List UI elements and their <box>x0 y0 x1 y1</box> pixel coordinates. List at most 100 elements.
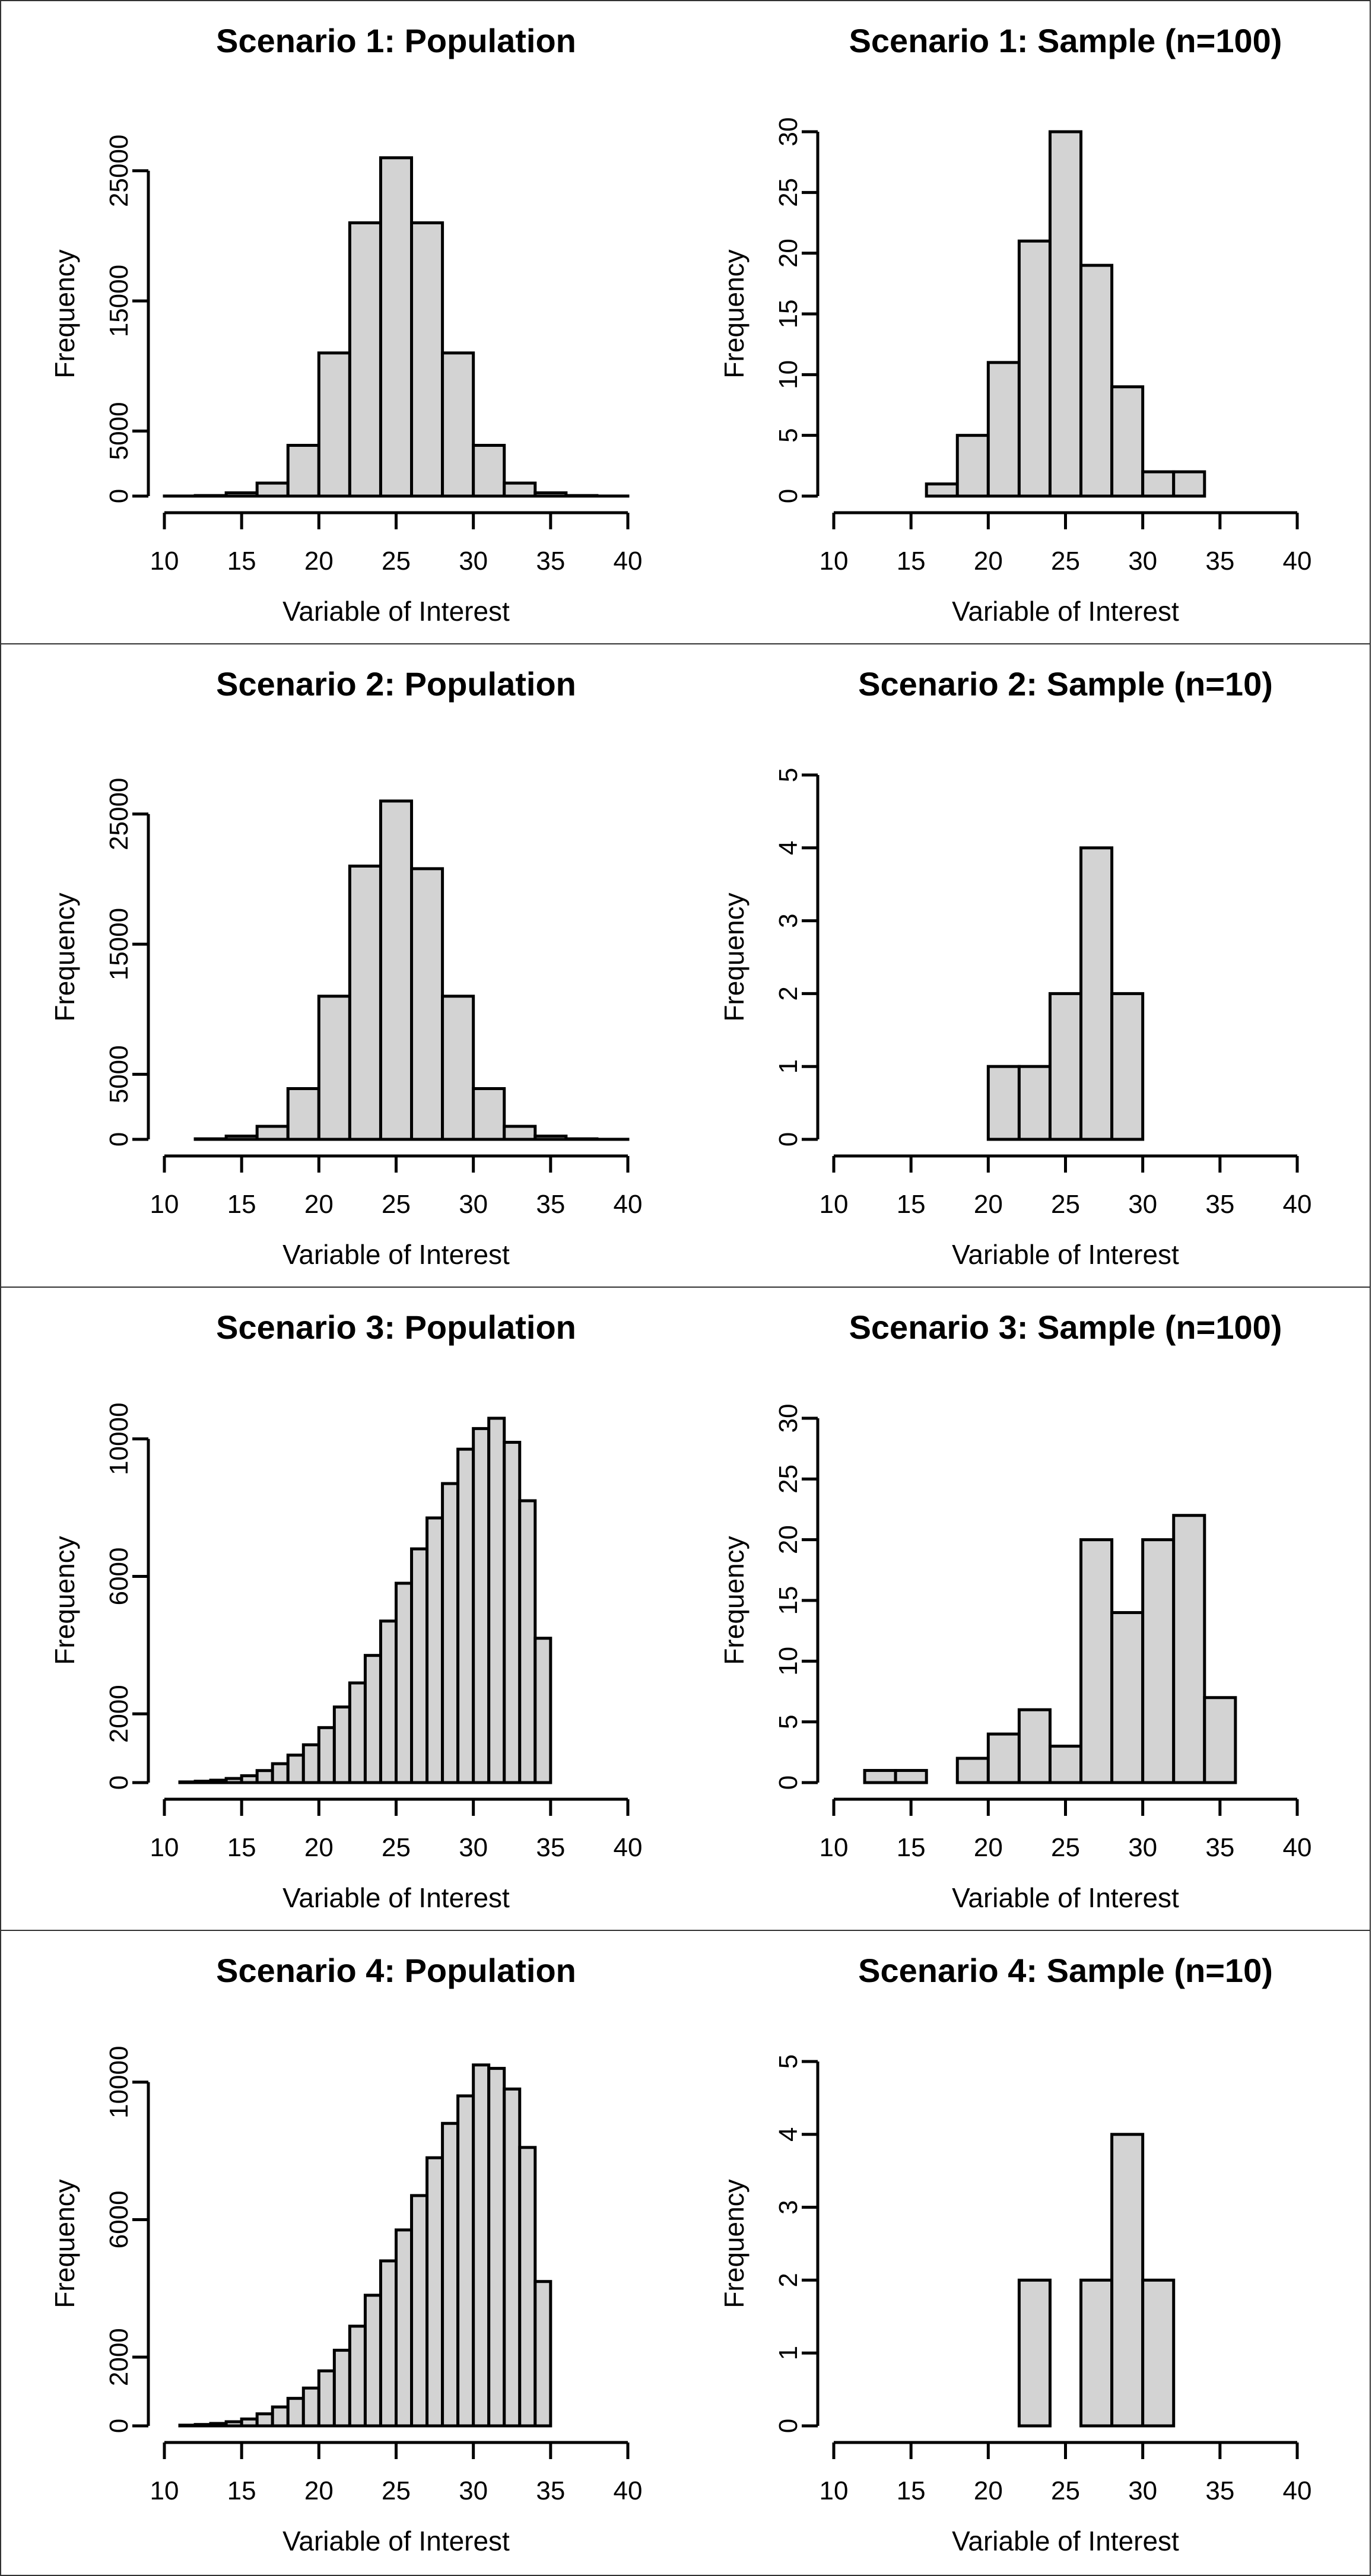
x-tick-label: 15 <box>897 1833 926 1862</box>
bars <box>925 130 1206 498</box>
histogram-bar <box>456 2094 475 2428</box>
x-tick-label: 30 <box>459 2476 488 2505</box>
y-tick-label: 15 <box>774 1586 803 1615</box>
y-axis: 0 5000 15000 25000 <box>104 778 150 1146</box>
histogram-bar <box>379 2259 398 2428</box>
x-axis-title: Variable of Interest <box>282 2526 510 2556</box>
x-axis-title: Variable of Interest <box>282 1882 510 1913</box>
bars <box>163 156 630 498</box>
y-tick-label: 15000 <box>104 908 134 980</box>
histogram-bar <box>894 1769 928 1784</box>
histogram-bar <box>1017 1708 1052 1784</box>
histogram-bar <box>1110 1611 1145 1784</box>
y-tick-label: 3 <box>774 913 803 928</box>
y-axis: 0 2000 6000 10000 <box>104 2046 150 2433</box>
y-tick-label: 20 <box>774 239 803 268</box>
histogram-bar <box>224 2420 243 2428</box>
x-axis: 10 15 20 25 30 35 40 <box>820 1797 1311 1862</box>
x-tick-label: 30 <box>1128 1833 1157 1862</box>
histogram-bar <box>410 221 444 498</box>
scenario-2-panel <box>0 643 1371 1288</box>
y-tick-label: 0 <box>104 1775 134 1790</box>
y-tick-label: 2 <box>774 986 803 1000</box>
x-tick-label: 10 <box>150 2476 179 2505</box>
x-tick-label: 25 <box>1051 1190 1080 1219</box>
histogram-bar <box>1141 470 1176 498</box>
histogram-bar <box>503 1441 522 1784</box>
y-axis-title: Frequency <box>49 892 80 1021</box>
y-axis-title: Frequency <box>719 1536 749 1665</box>
x-tick-label: 35 <box>536 547 565 576</box>
bars <box>863 1514 1237 1784</box>
x-tick-label: 15 <box>897 2476 926 2505</box>
x-tick-label: 25 <box>1051 1833 1080 1862</box>
histogram-bar <box>395 1581 414 1784</box>
y-tick-label: 2 <box>774 2273 803 2287</box>
histogram-bar <box>240 2417 259 2428</box>
histogram-bar <box>472 2063 491 2428</box>
histogram-bar <box>986 361 1021 498</box>
x-tick-label: 35 <box>1205 2476 1234 2505</box>
histogram-bar <box>518 2146 537 2428</box>
y-tick-label: 5 <box>774 428 803 442</box>
y-tick-label: 15000 <box>104 265 134 337</box>
histogram-bar <box>395 2228 414 2428</box>
x-tick-label: 25 <box>1051 2476 1080 2505</box>
x-tick-label: 35 <box>536 1833 565 1862</box>
histogram-bar <box>533 1135 568 1141</box>
y-tick-label: 0 <box>104 489 134 503</box>
histogram-bar <box>379 1619 398 1784</box>
histogram-bar <box>193 494 228 498</box>
histogram-bar <box>425 1516 444 1784</box>
y-tick-label: 0 <box>774 1775 803 1790</box>
histogram-bar <box>1110 992 1145 1141</box>
histogram-bar <box>286 1754 305 1784</box>
x-tick-label: 20 <box>304 2476 334 2505</box>
histogram-bar <box>487 2067 506 2428</box>
histogram-bar <box>317 1726 336 1784</box>
histogram-bar <box>441 995 475 1141</box>
x-tick-label: 10 <box>820 1833 849 1862</box>
chart-title: Scenario 4: Population <box>216 1952 576 1989</box>
histogram-bar <box>1172 1514 1206 1784</box>
histogram-bar <box>286 2397 305 2428</box>
histogram-bar <box>472 1427 491 1784</box>
histogram-bar <box>503 2087 522 2428</box>
y-axis-title: Frequency <box>49 249 80 378</box>
histogram-bar <box>332 1705 351 1784</box>
x-tick-label: 40 <box>1283 2476 1312 2505</box>
y-tick-label: 2000 <box>104 1685 134 1743</box>
x-tick-label: 30 <box>1128 547 1157 576</box>
histogram-bar <box>317 995 351 1141</box>
histogram-bar <box>255 481 290 498</box>
y-tick-label: 25000 <box>104 778 134 850</box>
y-tick-label: 1 <box>774 2346 803 2360</box>
x-axis: 10 15 20 25 30 35 40 <box>820 1154 1311 1219</box>
histogram-bar <box>1203 1696 1237 1784</box>
y-axis-title: Frequency <box>49 2179 80 2308</box>
chart-title: Scenario 4: Sample (n=10) <box>858 1952 1273 1989</box>
y-tick-label: 5 <box>774 768 803 782</box>
histogram-bar <box>1079 846 1114 1141</box>
histogram-bar <box>348 2324 367 2428</box>
x-tick-label: 30 <box>459 1190 488 1219</box>
y-axis-title: Frequency <box>719 2179 749 2308</box>
x-tick-label: 25 <box>382 547 411 576</box>
histogram-bar <box>1141 2278 1176 2428</box>
y-tick-label: 1 <box>774 1059 803 1073</box>
x-tick-label: 35 <box>536 2476 565 2505</box>
histogram-bar <box>518 1499 537 1784</box>
histogram-bar <box>986 1732 1021 1784</box>
histogram-bar <box>472 443 506 498</box>
chart-panel-1: Scenario 1: Population 10 15 20 25 30 35 40 Vari… <box>49 22 642 627</box>
histogram-bar <box>209 2422 228 2428</box>
histogram-bar <box>503 481 537 498</box>
x-tick-label: 40 <box>614 1833 643 1862</box>
histogram-bar <box>955 1756 990 1784</box>
histogram-bar <box>255 2412 274 2428</box>
histogram-bar <box>533 2280 552 2428</box>
histogram-bar <box>955 434 990 498</box>
histogram-bar <box>363 2294 382 2428</box>
histogram-bar <box>193 1780 212 1784</box>
y-tick-label: 10000 <box>104 1403 134 1475</box>
